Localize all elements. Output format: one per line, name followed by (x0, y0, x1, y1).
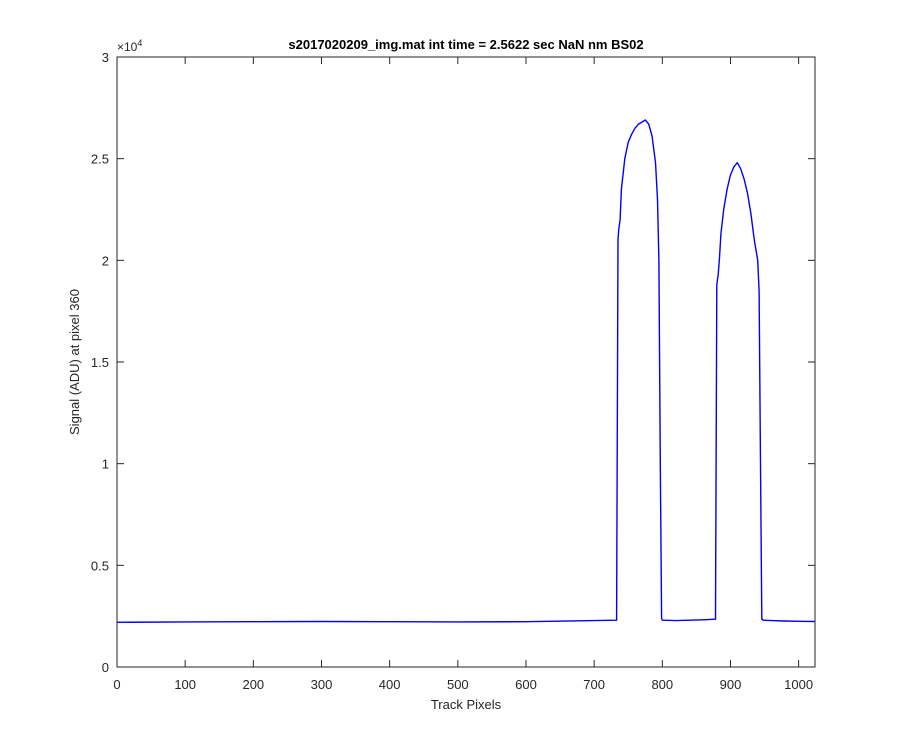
y-axis-label: Signal (ADU) at pixel 360 (67, 289, 82, 435)
x-tick-label: 400 (379, 677, 401, 692)
y-tick-label: 0 (102, 660, 109, 675)
x-tick-label: 800 (651, 677, 673, 692)
x-tick-label: 500 (447, 677, 469, 692)
x-tick-label: 0 (113, 677, 120, 692)
y-tick-label: 2 (102, 253, 109, 268)
y-tick-label: 1 (102, 457, 109, 472)
chart-title: s2017020209_img.mat int time = 2.5622 se… (288, 37, 643, 52)
y-exponent-power: 4 (137, 38, 142, 48)
series-line (116, 119, 816, 623)
x-tick-label: 600 (515, 677, 537, 692)
y-tick-label: 3 (102, 50, 109, 65)
ticks-layer: 0 100 200 300 400 500 600 700 800 900 1000 0 0.5 1 1.5… (91, 50, 815, 692)
y-exponent-label: ×104 (117, 38, 142, 54)
x-tick-label: 700 (583, 677, 605, 692)
x-tick-label: 900 (720, 677, 742, 692)
plot-area (117, 57, 815, 667)
x-tick-label: 1000 (784, 677, 813, 692)
x-tick-label: 100 (174, 677, 196, 692)
x-tick-label: 200 (242, 677, 264, 692)
data-layer (116, 119, 816, 623)
y-tick-label: 2.5 (91, 152, 109, 167)
y-exponent-base: ×10 (117, 40, 138, 54)
y-tick-label: 1.5 (91, 355, 109, 370)
x-axis-label: Track Pixels (431, 697, 502, 712)
y-tick-label: 0.5 (91, 558, 109, 573)
x-tick-label: 300 (311, 677, 333, 692)
plot-frame (116, 56, 816, 668)
